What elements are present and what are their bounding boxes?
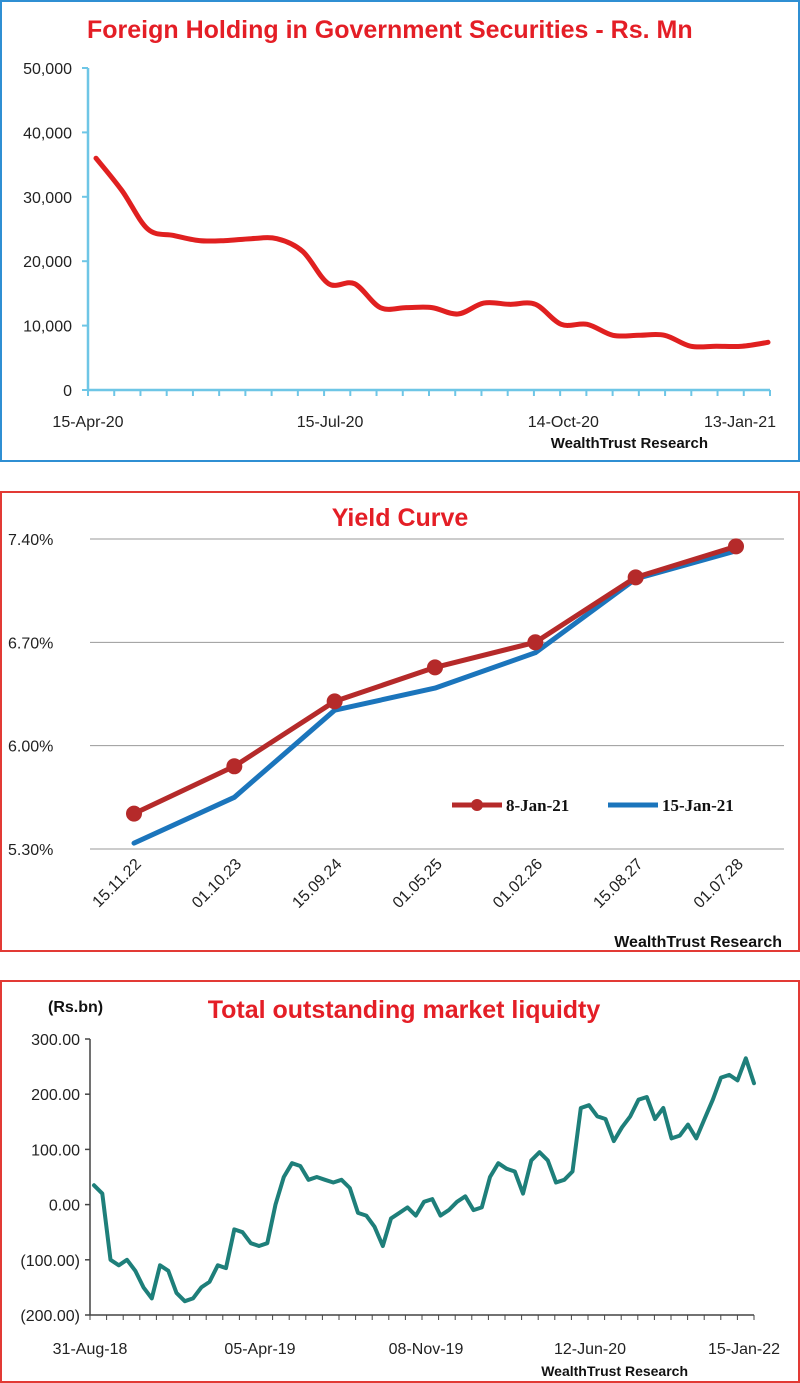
y-tick-label: (100.00) [20,1253,80,1270]
yield-curve-chart: Yield Curve 7.40% 6.70% 6.00% 5.30% 15.11.2… [8,504,784,950]
x-tick-label: 01.05.25 [390,856,446,912]
x-tick-label: 15.09.24 [289,856,345,912]
y-tick-label: 6.00% [8,739,53,756]
y-tick-label: 200.00 [31,1087,80,1104]
x-tick-label: 12-Jun-20 [554,1341,626,1358]
y-tick-label: 7.40% [8,532,53,549]
y-tick-label: 50,000 [23,61,72,78]
x-tick-label: 05-Apr-19 [224,1341,295,1358]
y-tick-label: 20,000 [23,254,72,271]
y-tick-label: 0 [63,383,72,400]
series-line [131,548,739,846]
legend-label: 8-Jan-21 [506,796,569,815]
foreign-holding-chart: Foreign Holding in Government Securities… [23,16,776,452]
series-point [527,634,544,651]
x-tick-label: 01.10.23 [189,856,245,912]
x-tick-label: 15-Apr-20 [52,414,123,431]
chart-title: Foreign Holding in Government Securities… [87,16,693,44]
unit-label: (Rs.bn) [48,999,103,1016]
y-tick-label: (200.00) [20,1308,80,1325]
market-liquidity-chart: Total outstanding market liquidty (Rs.bn… [20,996,780,1379]
x-tick-label: 14-Oct-20 [528,414,599,431]
yield-curve-panel: Yield Curve 7.40% 6.70% 6.00% 5.30% 15.11.2… [0,491,800,952]
y-tick-label: 100.00 [31,1142,80,1159]
x-tick-label: 15-Jul-20 [297,414,364,431]
x-tick-label: 15-Jan-22 [708,1341,780,1358]
x-tick-label: 01.02.26 [490,856,546,912]
liquidity-line [92,1056,756,1304]
y-tick-label: 6.70% [8,635,53,652]
chart-title: Total outstanding market liquidty [208,996,601,1024]
chart-title: Yield Curve [332,504,469,532]
foreign-holding-panel: Foreign Holding in Government Securities… [0,0,800,462]
source-credit: WealthTrust Research [541,1363,688,1379]
x-tick-label: 15.08.27 [590,856,646,912]
series-point [126,805,142,822]
x-tick-label: 31-Aug-18 [53,1341,128,1358]
y-tick-label: 5.30% [8,842,53,859]
source-credit: WealthTrust Research [551,435,708,452]
series-point [427,659,443,676]
series-point [226,758,243,775]
y-tick-label: 0.00 [49,1198,80,1215]
x-tick-label: 01.07.28 [691,856,747,912]
x-tick-label: 15.11.22 [90,856,145,911]
y-tick-label: 300.00 [31,1032,80,1049]
y-tick-label: 10,000 [23,319,72,336]
y-tick-label: 30,000 [23,190,72,207]
series-point [326,693,343,710]
series-line [131,543,739,817]
foreign-holding-line [93,155,771,350]
x-tick-label: 08-Nov-19 [389,1341,464,1358]
y-tick-label: 40,000 [23,125,72,142]
market-liquidity-panel: Total outstanding market liquidty (Rs.bn… [0,980,800,1383]
series-point [627,569,644,586]
source-credit: WealthTrust Research [614,934,782,950]
legend-label: 15-Jan-21 [662,796,734,815]
x-tick-label: 13-Jan-21 [704,414,776,431]
legend-marker [471,799,483,811]
series-point [728,538,744,555]
